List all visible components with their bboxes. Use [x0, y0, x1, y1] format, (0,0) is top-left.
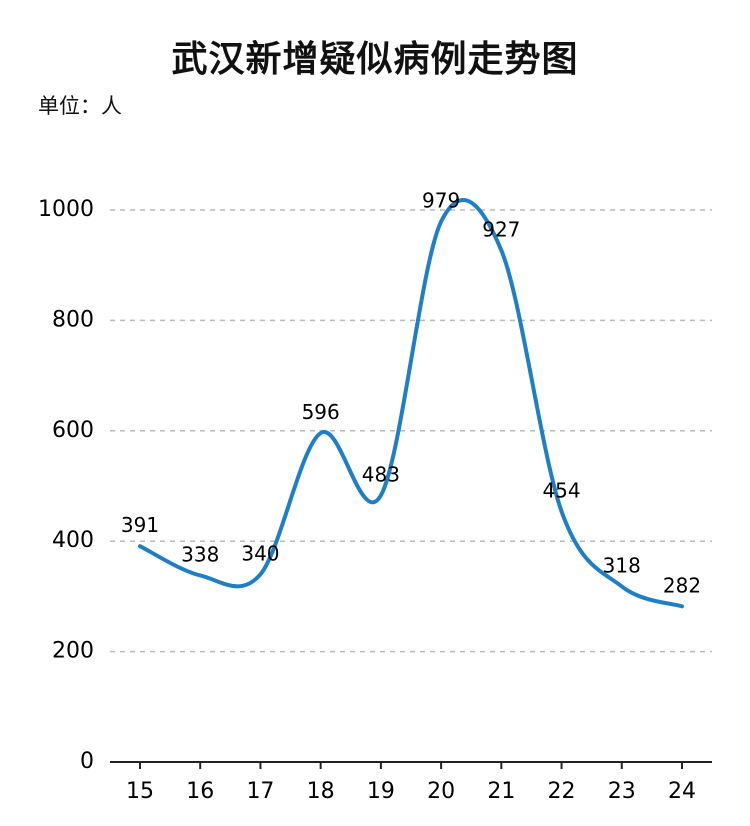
x-tick-label: 24: [668, 779, 696, 804]
x-tick-label: 16: [186, 779, 214, 804]
data-label: 596: [302, 400, 340, 424]
y-tick-label: 400: [52, 528, 94, 553]
axes: [110, 761, 712, 769]
data-points: [139, 221, 683, 607]
x-tick-label: 18: [307, 779, 335, 804]
x-tick-label: 22: [548, 779, 576, 804]
data-label: 391: [121, 513, 159, 537]
y-tick-label: 0: [80, 749, 94, 774]
data-label: 454: [542, 478, 580, 502]
data-label: 282: [663, 573, 701, 597]
y-tick-label: 1000: [38, 197, 94, 222]
data-label: 338: [181, 542, 219, 566]
x-tick-label: 19: [367, 779, 395, 804]
x-tick-label: 17: [246, 779, 274, 804]
data-label: 927: [482, 217, 520, 241]
y-tick-label: 200: [52, 639, 94, 664]
x-tick-label: 21: [487, 779, 515, 804]
data-label: 318: [603, 553, 641, 577]
x-tick-label: 20: [427, 779, 455, 804]
data-label: 340: [241, 541, 279, 565]
data-label: 483: [362, 462, 400, 486]
unit-label: 单位：人: [38, 94, 122, 118]
series-line: [138, 198, 684, 609]
x-tick-label: 23: [608, 779, 636, 804]
y-tick-label: 600: [52, 418, 94, 443]
data-label: 979: [422, 189, 460, 213]
x-tick-labels: 15 16 17 18 19 20 21 22 23 24: [126, 779, 696, 804]
y-tick-labels: 0 200 400 600 800 1000: [38, 197, 94, 774]
y-tick-label: 800: [52, 307, 94, 332]
data-labels: 391 338 340 596 483 979 927 454 318 282: [121, 189, 701, 598]
gridlines: [110, 209, 712, 653]
x-tick-label: 15: [126, 779, 154, 804]
chart-title: 武汉新增疑似病例走势图: [171, 39, 579, 80]
